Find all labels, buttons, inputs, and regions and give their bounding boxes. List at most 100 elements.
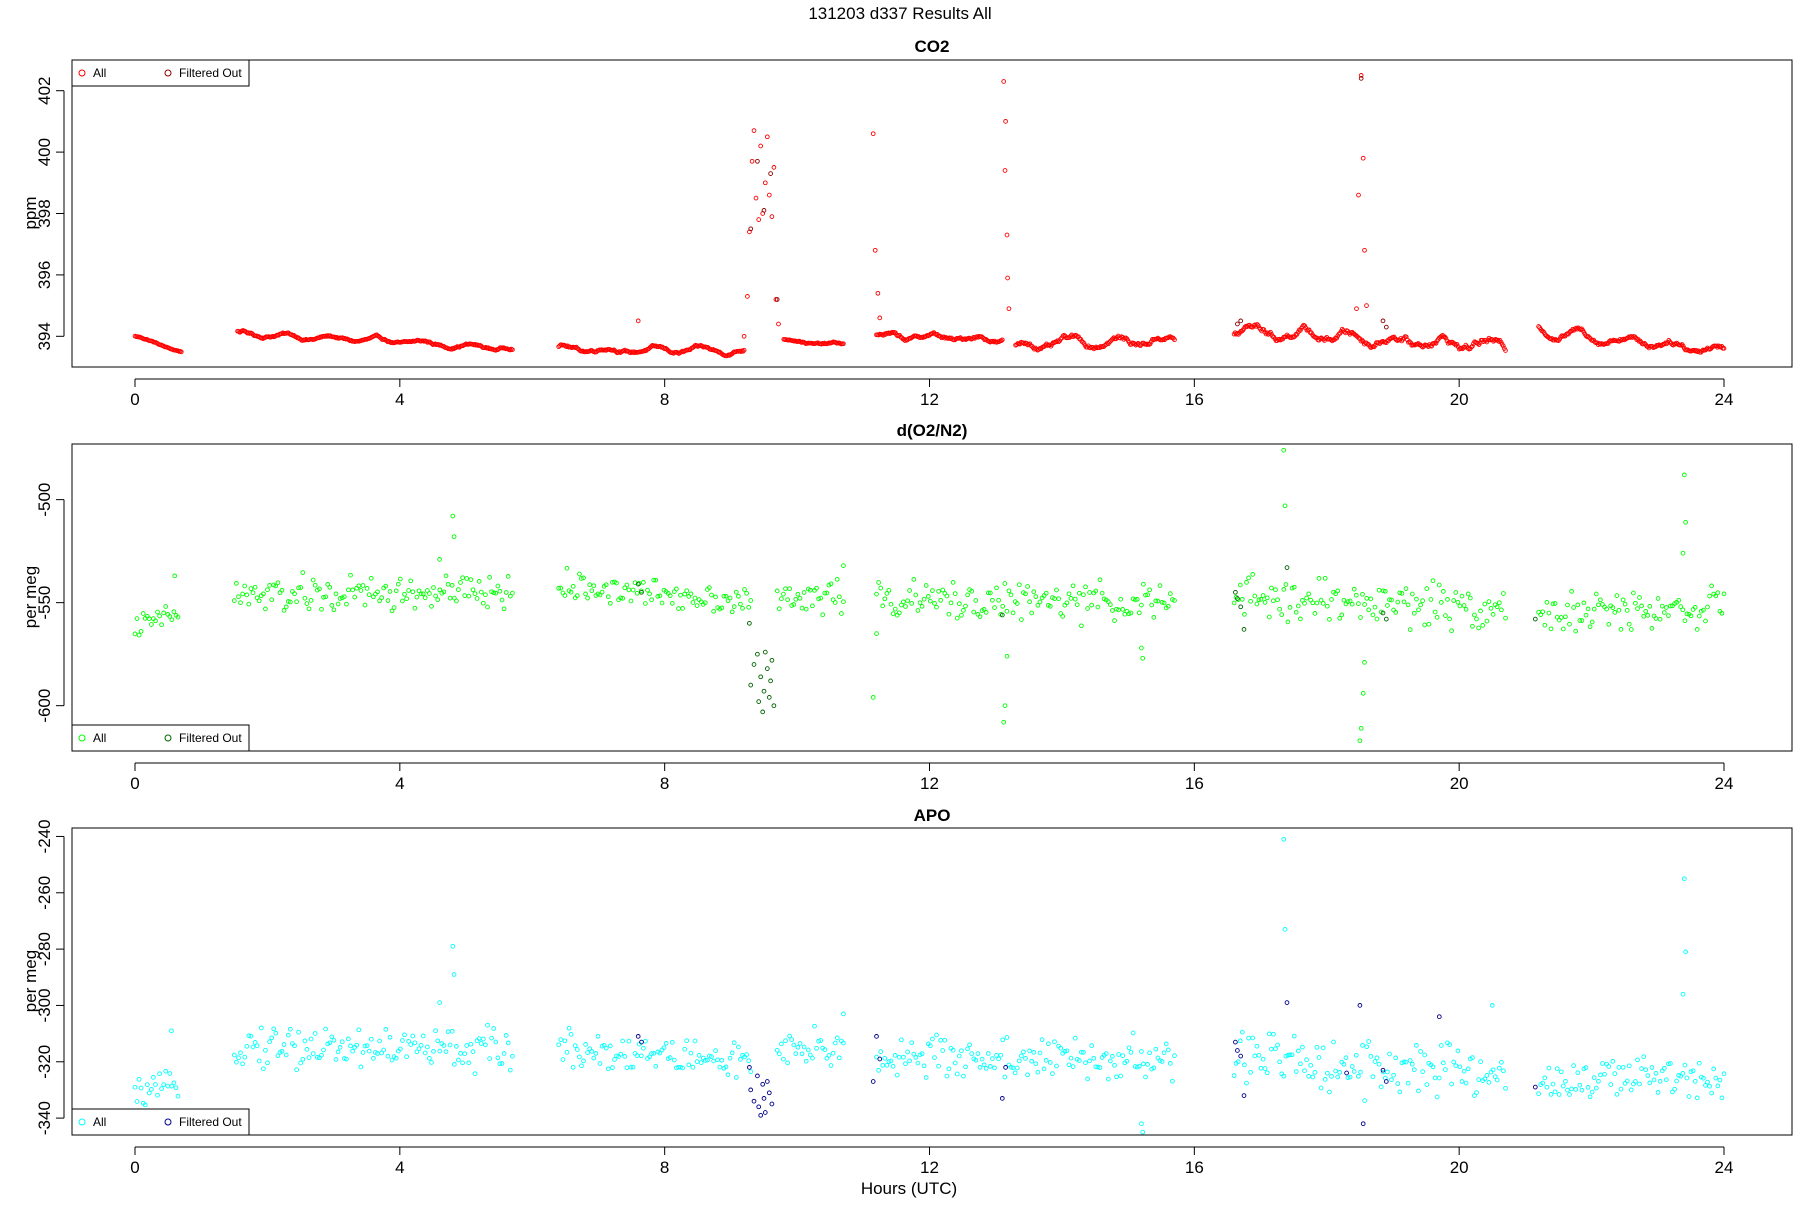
o2n2-all-point — [1438, 600, 1444, 605]
o2n2-all-point — [352, 594, 358, 600]
apo-y-tick-label: -260 — [35, 876, 54, 910]
o2n2-all-point — [1635, 606, 1640, 611]
o2n2-all-point — [310, 577, 316, 583]
apo-all-point — [1114, 1074, 1119, 1080]
o2n2-all-point — [839, 611, 844, 616]
co2-x-tick-label: 16 — [1185, 390, 1204, 409]
apo-all-point — [1043, 1058, 1049, 1063]
o2n2-all-point — [497, 588, 503, 594]
o2n2-all-point — [451, 534, 457, 540]
apo-all-point — [1397, 1089, 1403, 1095]
apo-all-point — [1643, 1067, 1649, 1073]
o2n2-all-point — [1666, 613, 1671, 618]
o2n2-all-point — [379, 595, 385, 601]
apo-all-point — [1062, 1049, 1068, 1054]
o2n2-all-point — [680, 606, 685, 611]
co2-all-point — [1447, 340, 1453, 346]
apo-all-point — [437, 1000, 442, 1005]
apo-all-point — [420, 1033, 426, 1039]
o2n2-all-point — [1258, 597, 1264, 602]
apo-all-point — [1554, 1066, 1560, 1072]
apo-all-point — [1403, 1059, 1409, 1065]
co2-filtered-point — [761, 208, 767, 213]
o2n2-all-point — [1563, 614, 1568, 620]
apo-all-point — [1300, 1044, 1305, 1050]
o2n2-all-point — [744, 590, 749, 596]
apo-all-point — [503, 1033, 509, 1038]
apo-y-tick-label: -300 — [35, 988, 54, 1022]
apo-all-point — [1097, 1065, 1103, 1070]
apo-all-point — [834, 1035, 840, 1041]
o2n2-all-point — [1256, 597, 1262, 603]
apo-all-point — [894, 1072, 900, 1078]
o2n2-all-point — [1668, 603, 1673, 609]
o2n2-all-point — [659, 600, 665, 606]
o2n2-all-point — [1143, 592, 1148, 598]
o2n2-all-point — [136, 632, 142, 638]
co2-all-point — [1424, 343, 1430, 348]
o2n2-all-point — [1616, 607, 1622, 613]
o2n2-all-point — [626, 587, 632, 593]
apo-all-point — [1159, 1059, 1165, 1064]
o2n2-legend: All Filtered Out — [71, 724, 250, 752]
o2n2-all-point — [903, 604, 908, 609]
apo-all-point — [1266, 1031, 1272, 1037]
apo-all-point — [1484, 1073, 1490, 1078]
o2n2-all-point — [1031, 589, 1037, 595]
o2n2-all-point — [1368, 596, 1374, 602]
apo-all-point — [1312, 1070, 1318, 1075]
o2n2-all-point — [375, 589, 380, 595]
o2n2-all-point — [1544, 599, 1550, 605]
o2n2-all-point — [686, 594, 692, 599]
apo-y-tick-label: -340 — [35, 1101, 54, 1135]
apo-all-point — [1455, 1048, 1461, 1054]
apo-all-point — [1453, 1063, 1459, 1069]
apo-all-point — [661, 1045, 667, 1051]
o2n2-all-point — [1432, 609, 1438, 615]
o2n2-all-point — [400, 598, 405, 604]
o2n2-x-tick-label: 0 — [130, 774, 139, 793]
co2-panel: CO2 ppm All Filtered Out 0 4 8 12 16 20 24 394 39… — [21, 37, 1793, 409]
apo-all-point — [1112, 1062, 1117, 1068]
co2-all-point — [1004, 232, 1010, 238]
co2-all-point — [1294, 332, 1300, 337]
o2n2-all-point — [1614, 593, 1620, 598]
apo-all-point — [1569, 1086, 1574, 1092]
co2-filtered-point — [768, 171, 773, 176]
apo-all-point — [801, 1044, 807, 1050]
o2n2-all-point — [1128, 610, 1134, 616]
apo-all-point — [901, 1054, 906, 1060]
apo-all-point — [903, 1061, 908, 1067]
apo-all-point — [169, 1028, 174, 1034]
o2n2-all-point — [269, 597, 275, 603]
apo-all-point — [1260, 1056, 1266, 1062]
o2n2-all-point — [1341, 597, 1347, 603]
o2n2-all-point — [159, 622, 164, 628]
apo-all-point — [1391, 1072, 1396, 1078]
o2n2-all-point — [1696, 613, 1702, 619]
apo-all-point — [1548, 1092, 1554, 1097]
o2n2-all-point — [1047, 603, 1053, 609]
apo-all-point — [934, 1032, 939, 1038]
apo-all-point — [878, 1049, 884, 1054]
o2n2-all-point — [248, 586, 254, 591]
co2-filtered-point — [1238, 318, 1244, 324]
o2n2-all-point — [832, 600, 838, 605]
apo-all-point — [165, 1083, 171, 1089]
apo-all-point — [1293, 1069, 1299, 1074]
co2-all-point — [1429, 343, 1434, 349]
o2n2-all-point — [261, 591, 266, 597]
o2n2-all-point — [1420, 598, 1425, 604]
o2n2-all-point — [1707, 593, 1712, 599]
apo-all-point — [292, 1043, 297, 1049]
apo-all-point — [1136, 1063, 1142, 1069]
apo-all-point — [826, 1053, 832, 1058]
apo-all-point — [1072, 1035, 1078, 1041]
o2n2-all-point — [1583, 612, 1589, 618]
o2n2-all-point — [1320, 601, 1326, 606]
o2n2-all-point — [1447, 616, 1452, 622]
apo-all-point — [400, 1038, 405, 1043]
o2n2-all-point — [298, 585, 304, 590]
apo-all-point — [791, 1042, 797, 1048]
o2n2-all-point — [1389, 597, 1394, 603]
